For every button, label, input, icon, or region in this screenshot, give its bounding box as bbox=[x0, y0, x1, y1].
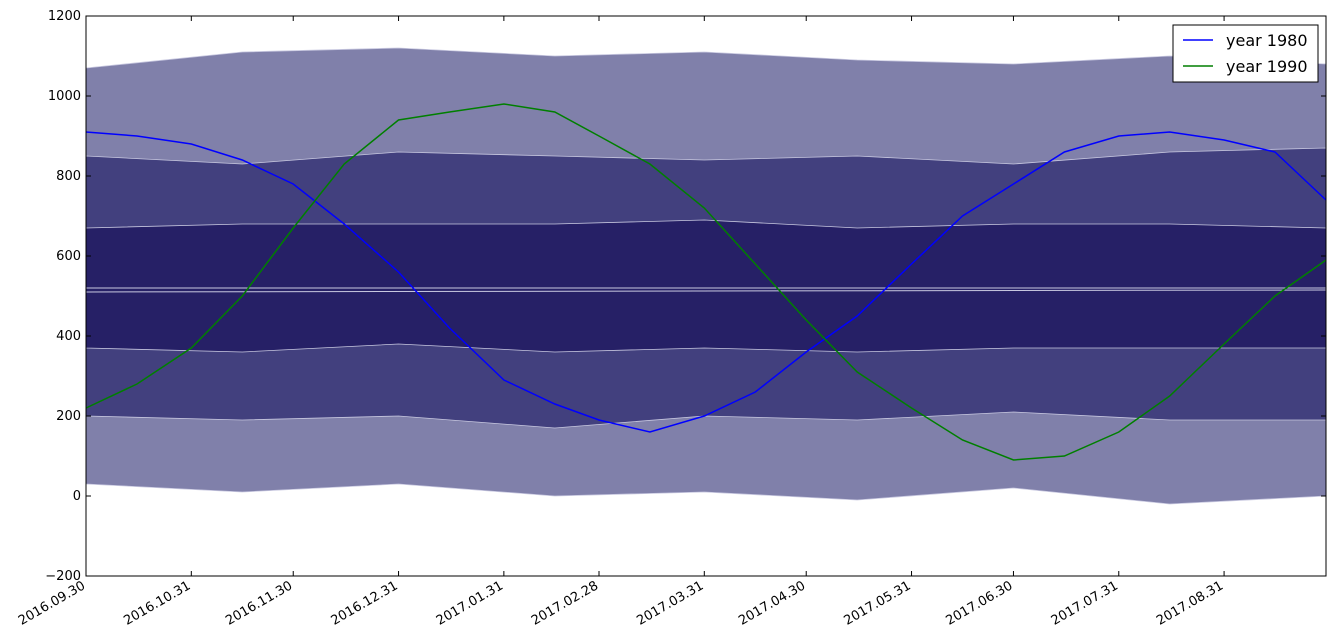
y-tick-label: 1000 bbox=[48, 89, 81, 104]
series-line-year-1980 bbox=[85, 131, 1327, 433]
plot-frame bbox=[85, 15, 1327, 577]
x-tick-label: 2017.01.31 bbox=[434, 578, 506, 628]
x-tick-label: 2017.03.31 bbox=[634, 578, 706, 628]
legend-label-year-1990: year 1990 bbox=[1226, 57, 1308, 76]
x-tick-label: 2017.04.30 bbox=[736, 578, 808, 628]
x-tick-label: 2017.06.30 bbox=[943, 578, 1015, 628]
band-2 bbox=[85, 219, 1327, 353]
x-tick-label: 2017.07.31 bbox=[1049, 578, 1121, 628]
y-tick-label: 1200 bbox=[48, 9, 81, 24]
x-tick-label: 2016.12.31 bbox=[329, 578, 401, 628]
y-tick-label: 600 bbox=[56, 249, 81, 264]
y-tick-label: 800 bbox=[56, 169, 81, 184]
legend: year 1980 year 1990 bbox=[1172, 24, 1319, 83]
legend-box bbox=[1172, 24, 1319, 83]
series-line-year-1990 bbox=[85, 103, 1327, 461]
x-tick-label: 2017.02.28 bbox=[529, 578, 601, 628]
legend-label-year-1980: year 1980 bbox=[1226, 31, 1308, 50]
x-tick-label: 2016.09.30 bbox=[16, 578, 88, 628]
series-layer bbox=[85, 103, 1327, 461]
y-tick-label: 200 bbox=[56, 409, 81, 424]
x-tick-label: 2016.11.30 bbox=[223, 578, 295, 628]
x-tick-label: 2017.08.31 bbox=[1154, 578, 1226, 628]
x-tick-label: 2017.05.31 bbox=[842, 578, 914, 628]
median-line-1 bbox=[85, 289, 1327, 293]
y-tick-label: 400 bbox=[56, 329, 81, 344]
y-tick-label: −200 bbox=[45, 569, 81, 584]
bands-layer bbox=[85, 47, 1327, 505]
x-tick-label: 2016.10.31 bbox=[121, 578, 193, 628]
y-tick-label: 0 bbox=[73, 489, 81, 504]
